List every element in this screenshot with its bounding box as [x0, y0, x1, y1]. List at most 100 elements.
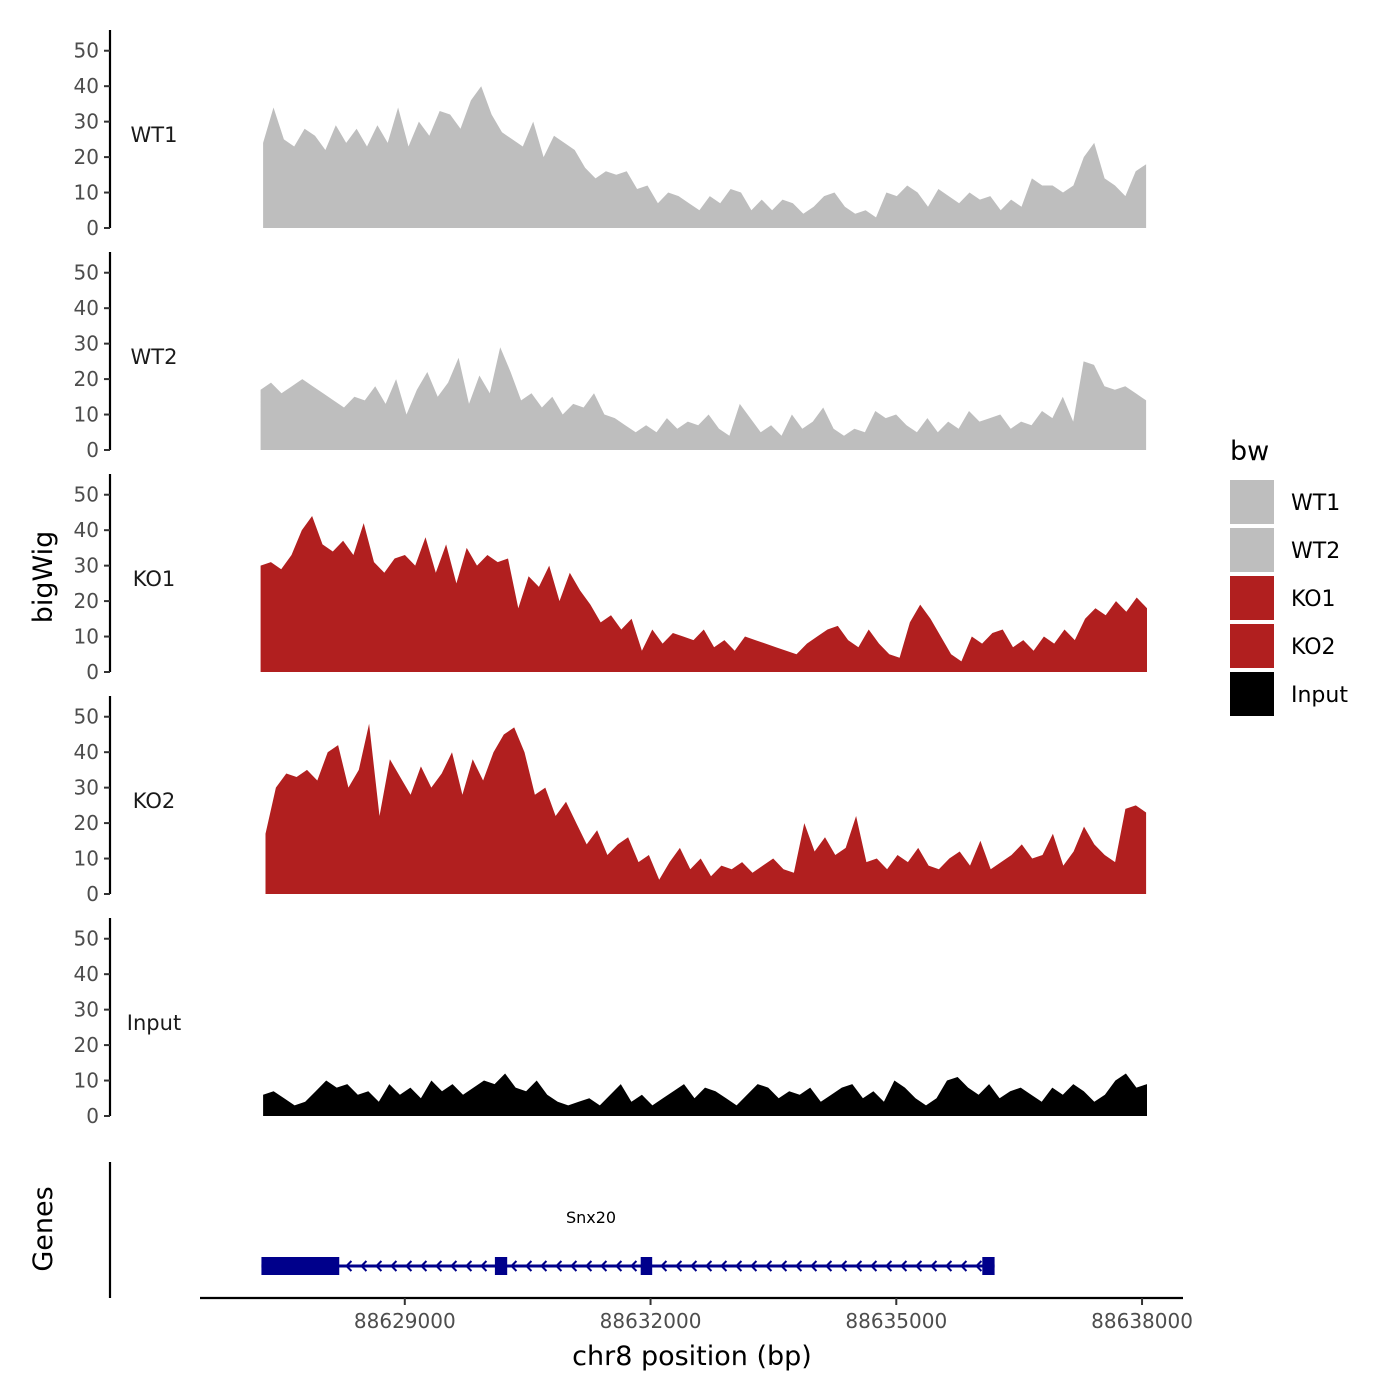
legend-label-wt1: WT1 [1291, 491, 1340, 516]
strand-arrow [510, 1260, 518, 1272]
track-label-wt2: WT2 [131, 345, 178, 369]
y-tick-label: 50 [74, 39, 99, 63]
strand-arrow [360, 1260, 368, 1272]
y-tick-label: 0 [86, 438, 99, 462]
gene-exon [982, 1257, 995, 1275]
strand-arrow [945, 1260, 953, 1272]
coverage-area-ko2 [265, 723, 1147, 894]
strand-arrow [975, 1260, 983, 1272]
strand-arrow [660, 1260, 668, 1272]
y-tick-label: 0 [86, 1104, 99, 1128]
y-tick-label: 40 [74, 518, 99, 542]
legend-key-wt2 [1230, 528, 1274, 572]
legend-label-ko2: KO2 [1291, 635, 1336, 660]
gene-exon [261, 1257, 340, 1275]
coverage-area-wt2 [260, 347, 1147, 450]
y-tick-label: 0 [86, 882, 99, 906]
strand-arrow [765, 1260, 773, 1272]
x-tick-label: 88629000 [354, 1309, 456, 1333]
strand-arrow [525, 1260, 533, 1272]
y-tick-label: 0 [86, 660, 99, 684]
y-tick-label: 10 [74, 181, 99, 205]
gene-models: Snx20 [261, 1208, 995, 1275]
gene-exon [640, 1257, 653, 1275]
strand-arrow [435, 1260, 443, 1272]
legend-key-wt1 [1230, 480, 1274, 524]
strand-arrow [555, 1260, 563, 1272]
strand-arrow [870, 1260, 878, 1272]
strand-arrow [585, 1260, 593, 1272]
y-tick-label: 10 [74, 625, 99, 649]
gene-name-label: Snx20 [566, 1208, 616, 1227]
strand-arrow [795, 1260, 803, 1272]
x-tick-label: 88638000 [1091, 1309, 1193, 1333]
y-tick-label: 50 [74, 705, 99, 729]
strand-arrow [465, 1260, 473, 1272]
y-tick-label: 50 [74, 483, 99, 507]
panel-ko2: 0 10 20 30 40 50 KO2 [74, 696, 1147, 906]
strand-arrow [675, 1260, 683, 1272]
strand-arrow [960, 1260, 968, 1272]
strand-arrow [480, 1260, 488, 1272]
genes-axis-title: Genes [28, 1186, 59, 1271]
coverage-area-input [263, 1073, 1148, 1116]
x-axis-title: chr8 position (bp) [572, 1341, 812, 1372]
strand-arrow [720, 1260, 728, 1272]
strand-arrow [615, 1260, 623, 1272]
strand-arrow [810, 1260, 818, 1272]
strand-arrow [540, 1260, 548, 1272]
legend-label-wt2: WT2 [1291, 539, 1340, 564]
strand-arrow [450, 1260, 458, 1272]
strand-arrow [390, 1260, 398, 1272]
coverage-area-ko1 [260, 516, 1148, 672]
track-panels: 0 10 20 30 40 50 WT1 0 10 20 30 40 50 WT2 0 10 20 30 40 50 K… [74, 30, 1148, 1128]
legend-label-input: Input [1291, 683, 1348, 708]
strand-arrow [750, 1260, 758, 1272]
y-tick-label: 40 [74, 740, 99, 764]
genes-track: Snx20 [108, 1162, 995, 1298]
y-tick-label: 10 [74, 1069, 99, 1093]
strand-arrow [885, 1260, 893, 1272]
strand-arrow [825, 1260, 833, 1272]
x-tick-label: 88632000 [600, 1309, 702, 1333]
track-label-wt1: WT1 [131, 123, 178, 147]
y-tick-label: 20 [74, 1033, 99, 1057]
strand-arrow [345, 1260, 353, 1272]
y-tick-label: 0 [86, 216, 99, 240]
y-tick-label: 40 [74, 296, 99, 320]
y-tick-label: 50 [74, 927, 99, 951]
strand-arrow [900, 1260, 908, 1272]
panel-input: 0 10 20 30 40 50 Input [74, 918, 1148, 1128]
y-tick-label: 20 [74, 589, 99, 613]
y-tick-label: 30 [74, 554, 99, 578]
legend-label-ko1: KO1 [1291, 587, 1336, 612]
y-tick-label: 30 [74, 332, 99, 356]
y-tick-label: 40 [74, 74, 99, 98]
legend-key-ko2 [1230, 624, 1274, 668]
y-tick-label: 50 [74, 261, 99, 285]
strand-arrow [405, 1260, 413, 1272]
strand-arrow [735, 1260, 743, 1272]
strand-arrow [375, 1260, 383, 1272]
y-tick-label: 30 [74, 998, 99, 1022]
strand-arrow [690, 1260, 698, 1272]
y-tick-label: 40 [74, 962, 99, 986]
strand-arrow [420, 1260, 428, 1272]
y-tick-label: 30 [74, 110, 99, 134]
y-tick-label: 20 [74, 145, 99, 169]
strand-arrow [705, 1260, 713, 1272]
y-tick-label: 10 [74, 847, 99, 871]
gene-exon [494, 1257, 508, 1275]
y-tick-label: 30 [74, 776, 99, 800]
y-axis-title: bigWig [28, 531, 59, 624]
strand-arrow [600, 1260, 608, 1272]
track-label-ko2: KO2 [133, 789, 176, 813]
x-axis: 88629000 88632000 88635000 88638000 [200, 1296, 1193, 1333]
strand-arrow [855, 1260, 863, 1272]
strand-arrow [780, 1260, 788, 1272]
panel-ko1: 0 10 20 30 40 50 KO1 [74, 474, 1148, 684]
track-label-ko1: KO1 [133, 567, 176, 591]
strand-arrow [915, 1260, 923, 1272]
panel-wt1: 0 10 20 30 40 50 WT1 [74, 30, 1147, 240]
